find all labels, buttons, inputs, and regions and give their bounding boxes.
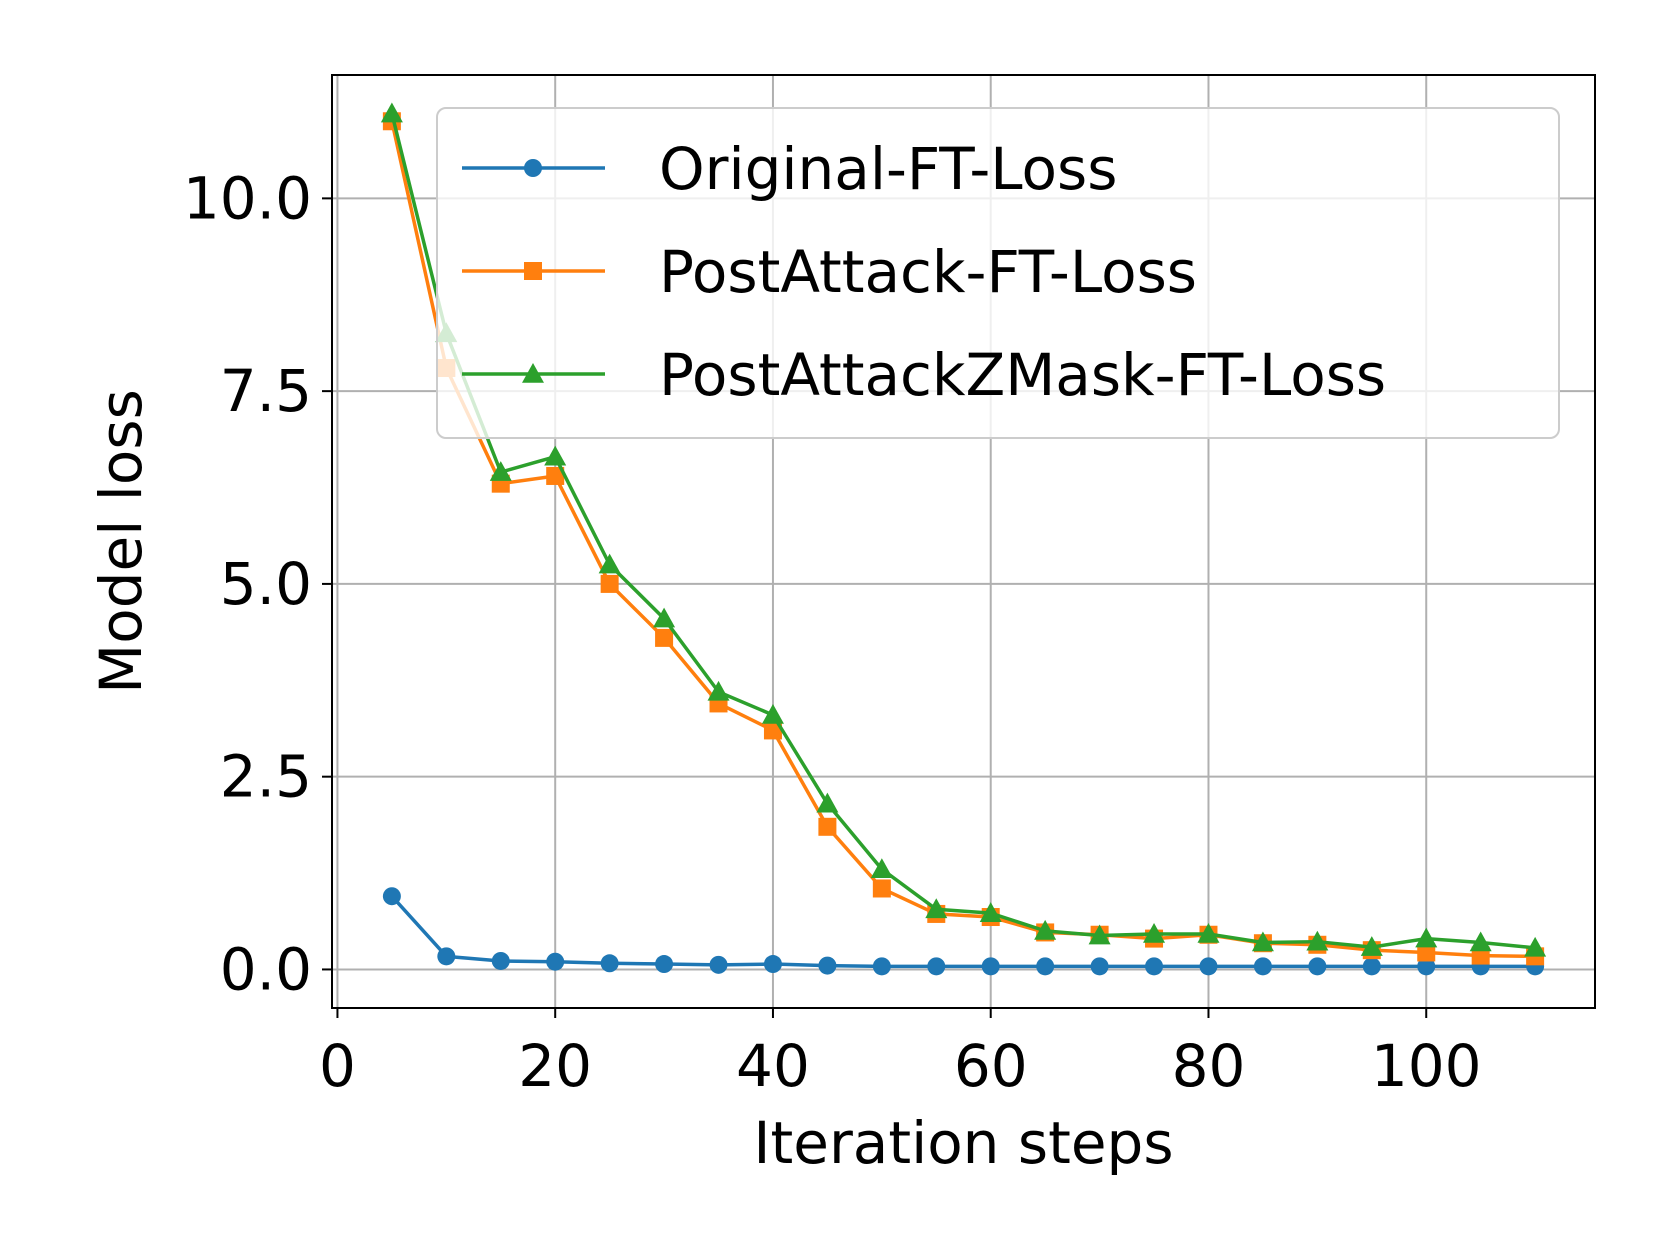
data-point (1251, 931, 1274, 952)
data-point (1469, 931, 1492, 952)
data-point (1417, 943, 1436, 962)
data-point (655, 955, 674, 974)
data-point (925, 898, 948, 919)
data-point (491, 951, 510, 970)
data-point (546, 466, 565, 485)
data-point (1362, 957, 1381, 976)
data-point (761, 703, 784, 724)
data-point (546, 952, 565, 971)
data-point (872, 957, 891, 976)
legend-label: PostAttackZMask-FT-Loss (659, 341, 1386, 409)
y-tick-label: 5.0 (220, 550, 312, 618)
data-point (1197, 922, 1220, 943)
data-point (1253, 957, 1272, 976)
legend-label: Original-FT-Loss (659, 135, 1117, 203)
x-tick-label: 80 (1172, 1032, 1246, 1100)
data-point (1145, 957, 1164, 976)
x-tick-label: 0 (319, 1032, 356, 1100)
legend-marker (524, 159, 542, 177)
data-point (981, 957, 1000, 976)
plot-area-frame (331, 74, 1596, 1009)
data-point (872, 879, 891, 898)
x-tick-label: 20 (518, 1032, 592, 1100)
series-line (390, 120, 1536, 959)
data-point (598, 553, 621, 574)
y-axis-label: Model loss (87, 389, 155, 694)
data-point (544, 445, 567, 466)
x-tick-label: 40 (736, 1032, 810, 1100)
y-tick-label: 2.5 (220, 743, 312, 811)
y-tick-label: 10.0 (183, 164, 312, 232)
data-point (380, 102, 403, 123)
legend: Original-FT-Loss PostAttack-FT-Loss PostAt… (436, 107, 1560, 439)
data-point (1088, 924, 1111, 945)
data-point (655, 628, 674, 647)
data-point (1199, 957, 1218, 976)
data-point (816, 792, 839, 813)
data-point (1036, 957, 1055, 976)
y-tick-label: 7.5 (220, 357, 312, 425)
data-point (1524, 936, 1547, 957)
legend-entry: PostAttack-FT-Loss (462, 238, 1197, 306)
data-point (818, 817, 837, 836)
x-axis-label: Iteration steps (753, 1109, 1173, 1177)
data-point (763, 955, 782, 974)
legend-box (436, 107, 1560, 439)
data-point (489, 461, 512, 481)
data-point (1090, 957, 1109, 976)
x-axis-ticks: 0 20 40 60 80 100 (319, 1008, 1482, 1100)
data-point (1415, 927, 1438, 948)
data-point (927, 957, 946, 976)
legend-marker (522, 363, 544, 383)
legend-marker (524, 262, 542, 280)
data-point (1360, 936, 1383, 956)
data-point (1143, 922, 1166, 943)
data-point (437, 947, 456, 966)
legend-label: PostAttack-FT-Loss (659, 238, 1197, 306)
y-axis-ticks: 0.0 2.5 5.0 7.5 10.0 (183, 164, 332, 1003)
data-point (1417, 957, 1436, 976)
data-point (1034, 919, 1057, 940)
data-point (870, 858, 893, 879)
data-point (1308, 957, 1327, 976)
legend-entry: PostAttackZMask-FT-Loss (462, 341, 1386, 409)
x-tick-label: 100 (1371, 1032, 1482, 1100)
data-point (709, 955, 728, 974)
data-point (763, 721, 782, 740)
series-line (390, 895, 1536, 969)
data-point (818, 956, 837, 975)
data-point (600, 954, 619, 973)
data-point (979, 902, 1002, 922)
data-point (382, 887, 401, 906)
data-point (600, 574, 619, 593)
series-line (390, 113, 1536, 950)
data-point (653, 607, 676, 628)
series-layer (380, 102, 1547, 976)
data-point (707, 680, 730, 701)
y-tick-label: 0.0 (220, 935, 312, 1003)
x-tick-label: 60 (954, 1032, 1028, 1100)
data-point (1306, 930, 1329, 951)
legend-entry: Original-FT-Loss (462, 135, 1117, 203)
